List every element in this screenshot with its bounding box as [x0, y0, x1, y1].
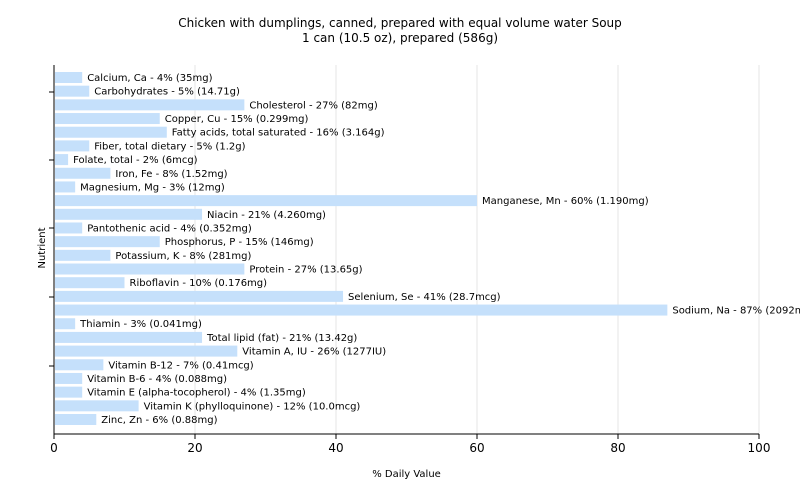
chart-title: Chicken with dumplings, canned, prepared…	[0, 16, 800, 46]
bar	[55, 263, 245, 275]
bar-label: Niacin - 21% (4.260mg)	[207, 210, 326, 221]
bar-label: Carbohydrates - 5% (14.71g)	[94, 87, 240, 98]
bar	[55, 359, 104, 371]
bar	[55, 290, 344, 302]
bar-label: Manganese, Mn - 60% (1.190mg)	[482, 196, 649, 207]
bar	[55, 386, 83, 398]
bar-label: Vitamin E (alpha-tocopherol) - 4% (1.35m…	[87, 388, 306, 399]
chart-subtitle-line: 1 can (10.5 oz), prepared (586g)	[302, 31, 498, 45]
bar-label: Potassium, K - 8% (281mg)	[115, 251, 251, 262]
bar-label: Fiber, total dietary - 5% (1.2g)	[94, 141, 245, 152]
bar	[55, 99, 245, 111]
bar-label: Folate, total - 2% (6mcg)	[73, 155, 198, 166]
bar	[55, 318, 76, 330]
bar	[55, 331, 203, 343]
x-tick-label: 40	[328, 441, 343, 455]
bar-label: Vitamin K (phylloquinone) - 12% (10.0mcg…	[144, 401, 361, 412]
bar-label: Phosphorus, P - 15% (146mg)	[165, 237, 314, 248]
x-tick-label: 100	[748, 441, 771, 455]
bar	[55, 222, 83, 234]
chart-title-line: Chicken with dumplings, canned, prepared…	[178, 16, 622, 30]
bar-label: Sodium, Na - 87% (2092mg)	[672, 306, 800, 317]
bar	[55, 140, 90, 152]
bar-label: Vitamin A, IU - 26% (1277IU)	[242, 347, 386, 358]
bar-label: Copper, Cu - 15% (0.299mg)	[165, 114, 309, 125]
bar-label: Vitamin B-12 - 7% (0.41mcg)	[108, 360, 253, 371]
bar	[55, 414, 97, 425]
bar-label: Selenium, Se - 41% (28.7mcg)	[348, 292, 501, 303]
bar-label: Magnesium, Mg - 3% (12mg)	[80, 182, 225, 193]
bar-label: Calcium, Ca - 4% (35mg)	[87, 73, 212, 84]
bar-label: Thiamin - 3% (0.041mg)	[79, 319, 202, 330]
bar	[55, 249, 111, 261]
bar	[55, 236, 160, 248]
x-tick-label: 80	[610, 441, 625, 455]
bars: Calcium, Ca - 4% (35mg) Carbohydrates - 5…	[55, 72, 800, 426]
bar	[55, 277, 125, 289]
bar-label: Riboflavin - 10% (0.176mg)	[130, 278, 268, 289]
bar-label: Cholesterol - 27% (82mg)	[249, 100, 378, 111]
bar-label: Zinc, Zn - 6% (0.88mg)	[101, 415, 217, 426]
bar	[55, 85, 90, 97]
bar	[55, 195, 477, 207]
x-axis-ticks: 0 20 40 60 80 100	[50, 434, 770, 455]
grid-lines	[194, 65, 760, 434]
bar-label: Pantothenic acid - 4% (0.352mg)	[87, 223, 252, 234]
bar-label: Vitamin B-6 - 4% (0.088mg)	[87, 374, 227, 385]
bar	[55, 181, 76, 193]
x-tick-label: 0	[50, 441, 58, 455]
x-axis-title: % Daily Value	[372, 469, 441, 480]
bar	[55, 345, 238, 357]
axes	[53, 65, 759, 435]
bar	[55, 304, 668, 316]
bar	[55, 72, 83, 83]
bar	[55, 167, 111, 179]
bar	[55, 154, 69, 166]
y-axis-ticks	[49, 91, 54, 367]
bar	[55, 126, 167, 138]
y-axis-title: Nutrient	[37, 227, 48, 268]
bar	[55, 400, 139, 412]
bar-label: Total lipid (fat) - 21% (13.42g)	[206, 333, 357, 344]
bar	[55, 113, 160, 125]
x-tick-label: 20	[187, 441, 202, 455]
bar	[55, 372, 83, 384]
bar-label: Fatty acids, total saturated - 16% (3.16…	[172, 128, 385, 139]
x-tick-label: 60	[469, 441, 484, 455]
bar	[55, 208, 203, 220]
bar-label: Iron, Fe - 8% (1.52mg)	[115, 169, 227, 180]
bar-label: Protein - 27% (13.65g)	[249, 265, 362, 276]
